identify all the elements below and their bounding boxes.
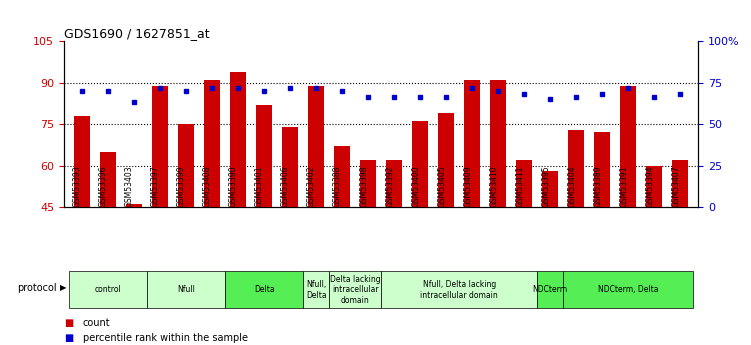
FancyBboxPatch shape	[537, 271, 563, 308]
Text: GSM53389: GSM53389	[593, 166, 602, 207]
Text: GSM53406: GSM53406	[281, 165, 290, 207]
Bar	[672, 160, 688, 207]
Bar	[517, 160, 532, 207]
Text: GSM53401: GSM53401	[255, 166, 264, 207]
Text: control: control	[95, 285, 122, 294]
Text: GSM53409: GSM53409	[463, 165, 472, 207]
Bar	[126, 204, 142, 207]
Text: GSM53397: GSM53397	[151, 165, 160, 207]
Bar	[334, 146, 350, 207]
Bar	[256, 105, 272, 207]
FancyBboxPatch shape	[329, 271, 382, 308]
Bar	[542, 171, 558, 207]
Bar	[204, 80, 220, 207]
Text: ■: ■	[64, 318, 73, 327]
Text: GSM53410: GSM53410	[489, 166, 498, 207]
Text: ■: ■	[64, 333, 73, 343]
Text: GSM53399: GSM53399	[177, 165, 186, 207]
Text: ▶: ▶	[60, 283, 67, 292]
Bar	[594, 132, 610, 207]
FancyBboxPatch shape	[69, 271, 147, 308]
FancyBboxPatch shape	[303, 271, 329, 308]
Text: GSM53402: GSM53402	[307, 166, 316, 207]
Bar	[74, 116, 90, 207]
Text: Nfull, Delta lacking
intracellular domain: Nfull, Delta lacking intracellular domai…	[421, 280, 498, 299]
Bar	[282, 127, 298, 207]
Bar	[231, 72, 246, 207]
Text: Delta lacking
intracellular
domain: Delta lacking intracellular domain	[330, 275, 381, 305]
Text: GSM53391: GSM53391	[620, 166, 628, 207]
Text: GDS1690 / 1627851_at: GDS1690 / 1627851_at	[64, 27, 210, 40]
Bar	[152, 86, 168, 207]
Text: GSM53403: GSM53403	[125, 165, 134, 207]
Text: Delta: Delta	[254, 285, 274, 294]
FancyBboxPatch shape	[147, 271, 225, 308]
Bar	[647, 166, 662, 207]
FancyBboxPatch shape	[225, 271, 303, 308]
Text: GSM53392: GSM53392	[385, 166, 394, 207]
Bar	[464, 80, 480, 207]
FancyBboxPatch shape	[382, 271, 537, 308]
Text: GSM53395: GSM53395	[541, 165, 550, 207]
Text: GSM53408: GSM53408	[203, 166, 212, 207]
Bar	[490, 80, 506, 207]
Text: GSM53404: GSM53404	[567, 165, 576, 207]
Text: GSM53396: GSM53396	[99, 165, 108, 207]
Text: Nfull: Nfull	[177, 285, 195, 294]
Text: GSM53388: GSM53388	[333, 166, 342, 207]
Text: NDCterm: NDCterm	[532, 285, 568, 294]
Text: GSM53390: GSM53390	[229, 165, 238, 207]
Bar	[439, 113, 454, 207]
Bar	[309, 86, 324, 207]
Text: protocol: protocol	[17, 283, 56, 293]
Bar	[569, 130, 584, 207]
Text: Nfull,
Delta: Nfull, Delta	[306, 280, 327, 299]
Text: GSM53405: GSM53405	[437, 165, 446, 207]
Text: GSM53393: GSM53393	[73, 165, 82, 207]
Bar	[620, 86, 636, 207]
Text: NDCterm, Delta: NDCterm, Delta	[598, 285, 659, 294]
Bar	[386, 160, 402, 207]
Text: GSM53411: GSM53411	[515, 166, 524, 207]
Text: percentile rank within the sample: percentile rank within the sample	[83, 333, 248, 343]
Text: count: count	[83, 318, 110, 327]
Text: GSM53398: GSM53398	[359, 166, 368, 207]
Bar	[100, 152, 116, 207]
Bar	[360, 160, 376, 207]
Bar	[178, 124, 194, 207]
Text: GSM53394: GSM53394	[645, 165, 654, 207]
Text: GSM53407: GSM53407	[671, 165, 680, 207]
Bar	[412, 121, 428, 207]
FancyBboxPatch shape	[563, 271, 693, 308]
Text: GSM53400: GSM53400	[411, 165, 420, 207]
